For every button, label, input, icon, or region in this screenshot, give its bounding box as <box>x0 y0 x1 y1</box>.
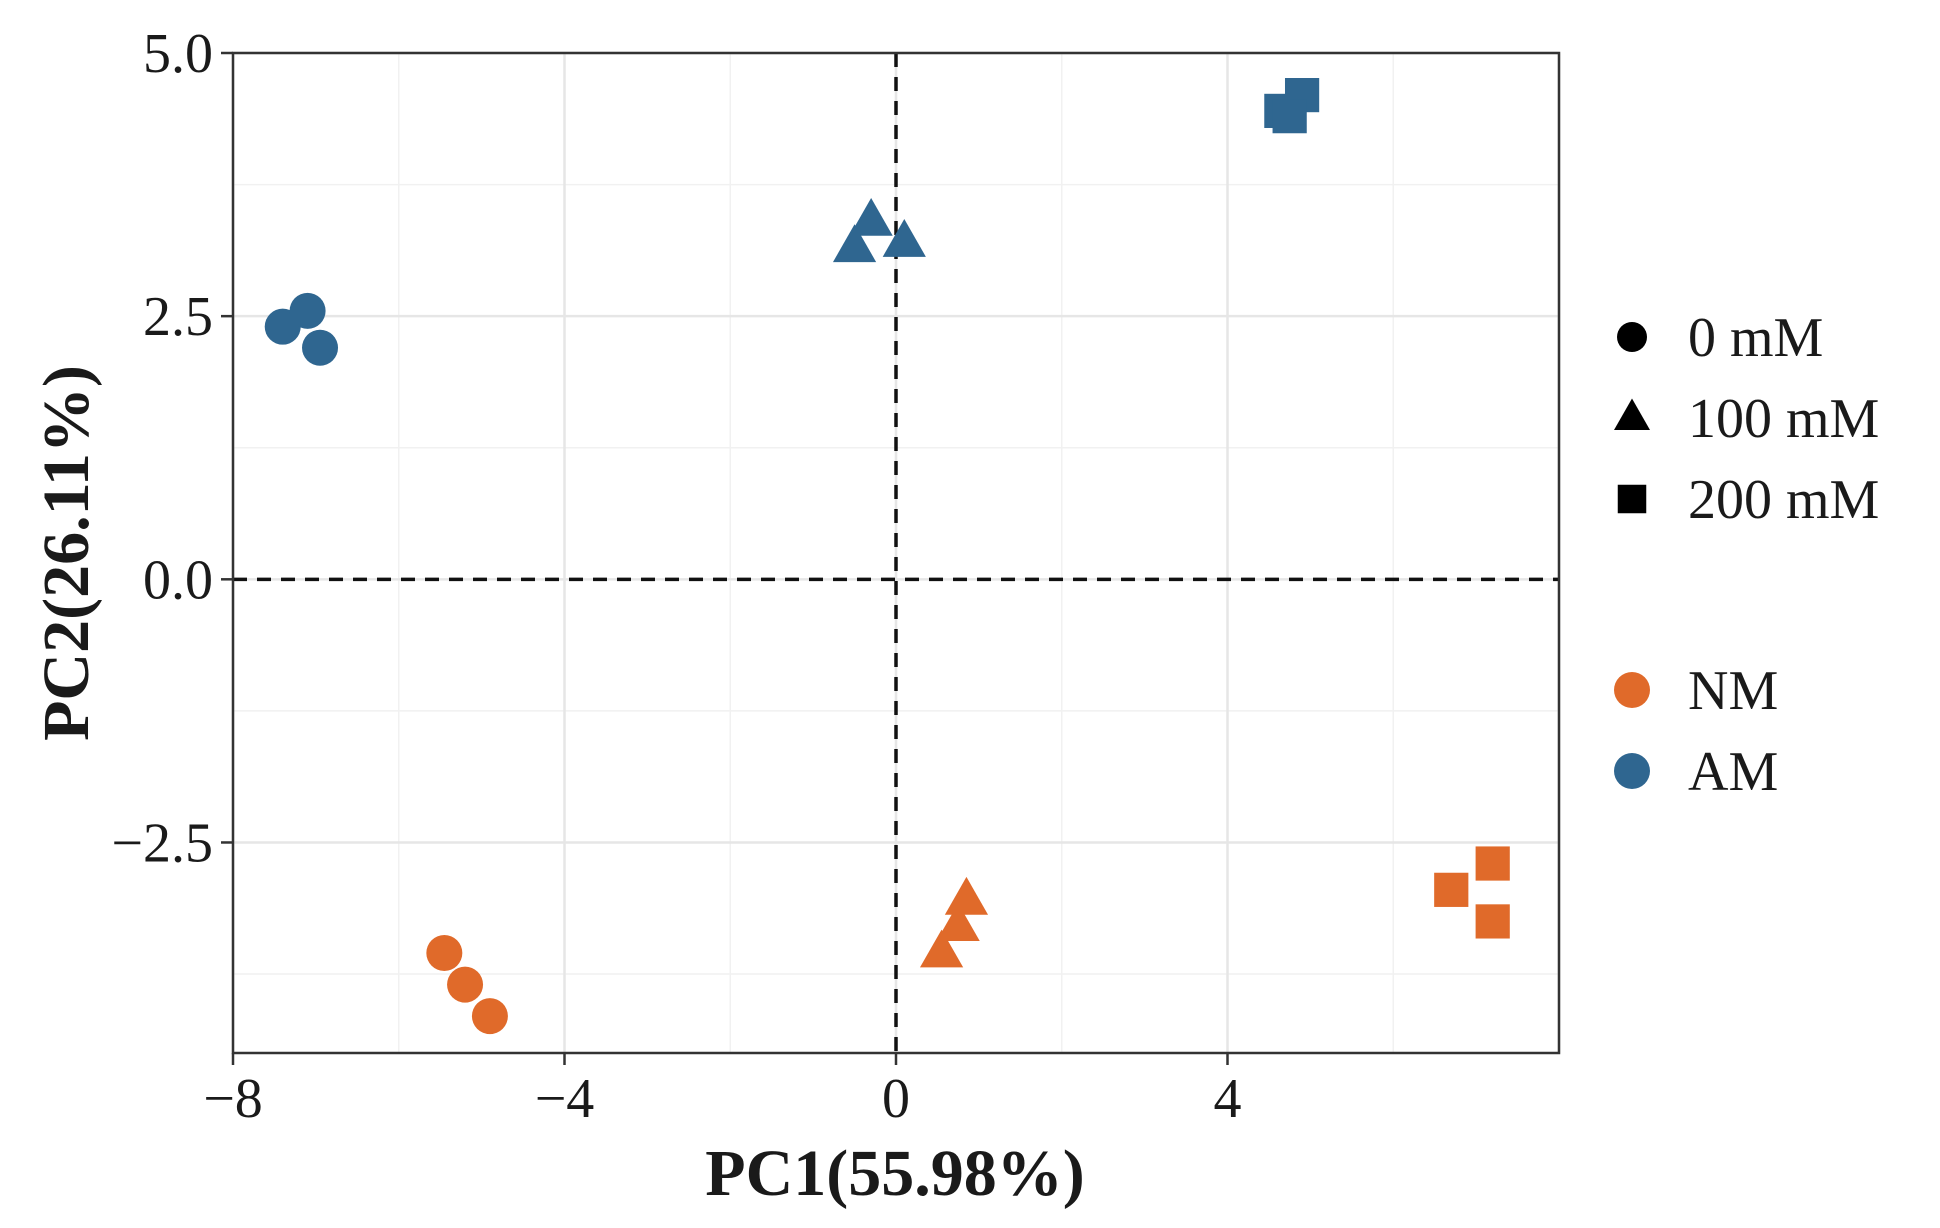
legend-key-nm <box>1614 672 1650 708</box>
point-nm-100mm-3 <box>919 929 964 968</box>
point-nm-100mm-1 <box>944 876 989 915</box>
tick-labels: −8 −4 0 4 5.0 2.5 0.0 −2.5 <box>111 23 1241 1130</box>
legend-key-square <box>1617 484 1647 514</box>
point-nm-200mm-2 <box>1475 846 1510 881</box>
point-nm-0mm-2 <box>447 966 484 1003</box>
legend-label-group: AM <box>1688 741 1778 803</box>
point-am-100mm-3 <box>882 219 926 257</box>
reference-lines <box>233 53 1559 1053</box>
legend-key-triangle <box>1614 398 1650 430</box>
point-nm-200mm-3 <box>1475 904 1510 939</box>
x-tick-label: −8 <box>203 1068 263 1130</box>
point-nm-0mm-3 <box>471 998 508 1035</box>
legend: 0 mM 100 mM 200 mM NM AM <box>1614 307 1879 803</box>
x-axis-title: PC1(55.98%) <box>705 1137 1084 1210</box>
point-nm-100mm-2 <box>936 903 980 942</box>
y-tick-label: 2.5 <box>143 286 213 348</box>
y-axis-title: PC2(26.11%) <box>30 365 103 741</box>
x-tick-label: 4 <box>1214 1068 1242 1130</box>
legend-key-am <box>1614 753 1650 789</box>
point-am-0mm-3 <box>302 329 339 366</box>
legend-label-treatment: 0 mM <box>1688 307 1823 369</box>
axis-ticks <box>221 51 1229 1065</box>
point-am-0mm-2 <box>289 292 326 329</box>
data-points <box>264 78 1510 1035</box>
y-tick-label: −2.5 <box>111 812 213 874</box>
x-tick-label: −4 <box>535 1068 595 1130</box>
point-am-100mm-1 <box>849 197 893 236</box>
point-am-200mm-3 <box>1272 99 1307 134</box>
legend-label-treatment: 100 mM <box>1688 388 1879 450</box>
point-nm-200mm-1 <box>1434 872 1469 907</box>
y-tick-label: 5.0 <box>143 23 213 85</box>
legend-label-treatment: 200 mM <box>1688 469 1879 531</box>
y-tick-label: 0.0 <box>143 549 213 611</box>
point-nm-0mm-1 <box>426 935 463 971</box>
point-am-100mm-2 <box>832 224 877 263</box>
legend-key-circle <box>1617 322 1647 352</box>
x-tick-label: 0 <box>882 1068 910 1130</box>
legend-label-group: NM <box>1688 660 1778 722</box>
